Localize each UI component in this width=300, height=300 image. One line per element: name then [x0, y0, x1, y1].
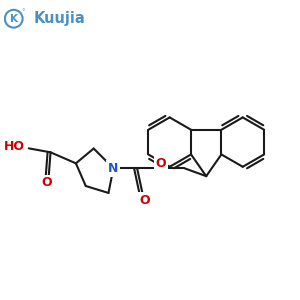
- Text: O: O: [140, 194, 150, 207]
- Text: Kuujia: Kuujia: [34, 11, 85, 26]
- Text: O: O: [140, 194, 150, 207]
- Text: O: O: [155, 157, 166, 170]
- Text: HO: HO: [4, 140, 25, 153]
- Text: °: °: [22, 9, 25, 15]
- Text: O: O: [155, 157, 166, 170]
- Text: K: K: [10, 14, 18, 24]
- Text: HO: HO: [4, 140, 25, 153]
- Text: N: N: [108, 162, 118, 175]
- Text: O: O: [41, 176, 52, 189]
- Text: O: O: [41, 176, 52, 189]
- Text: N: N: [108, 162, 118, 175]
